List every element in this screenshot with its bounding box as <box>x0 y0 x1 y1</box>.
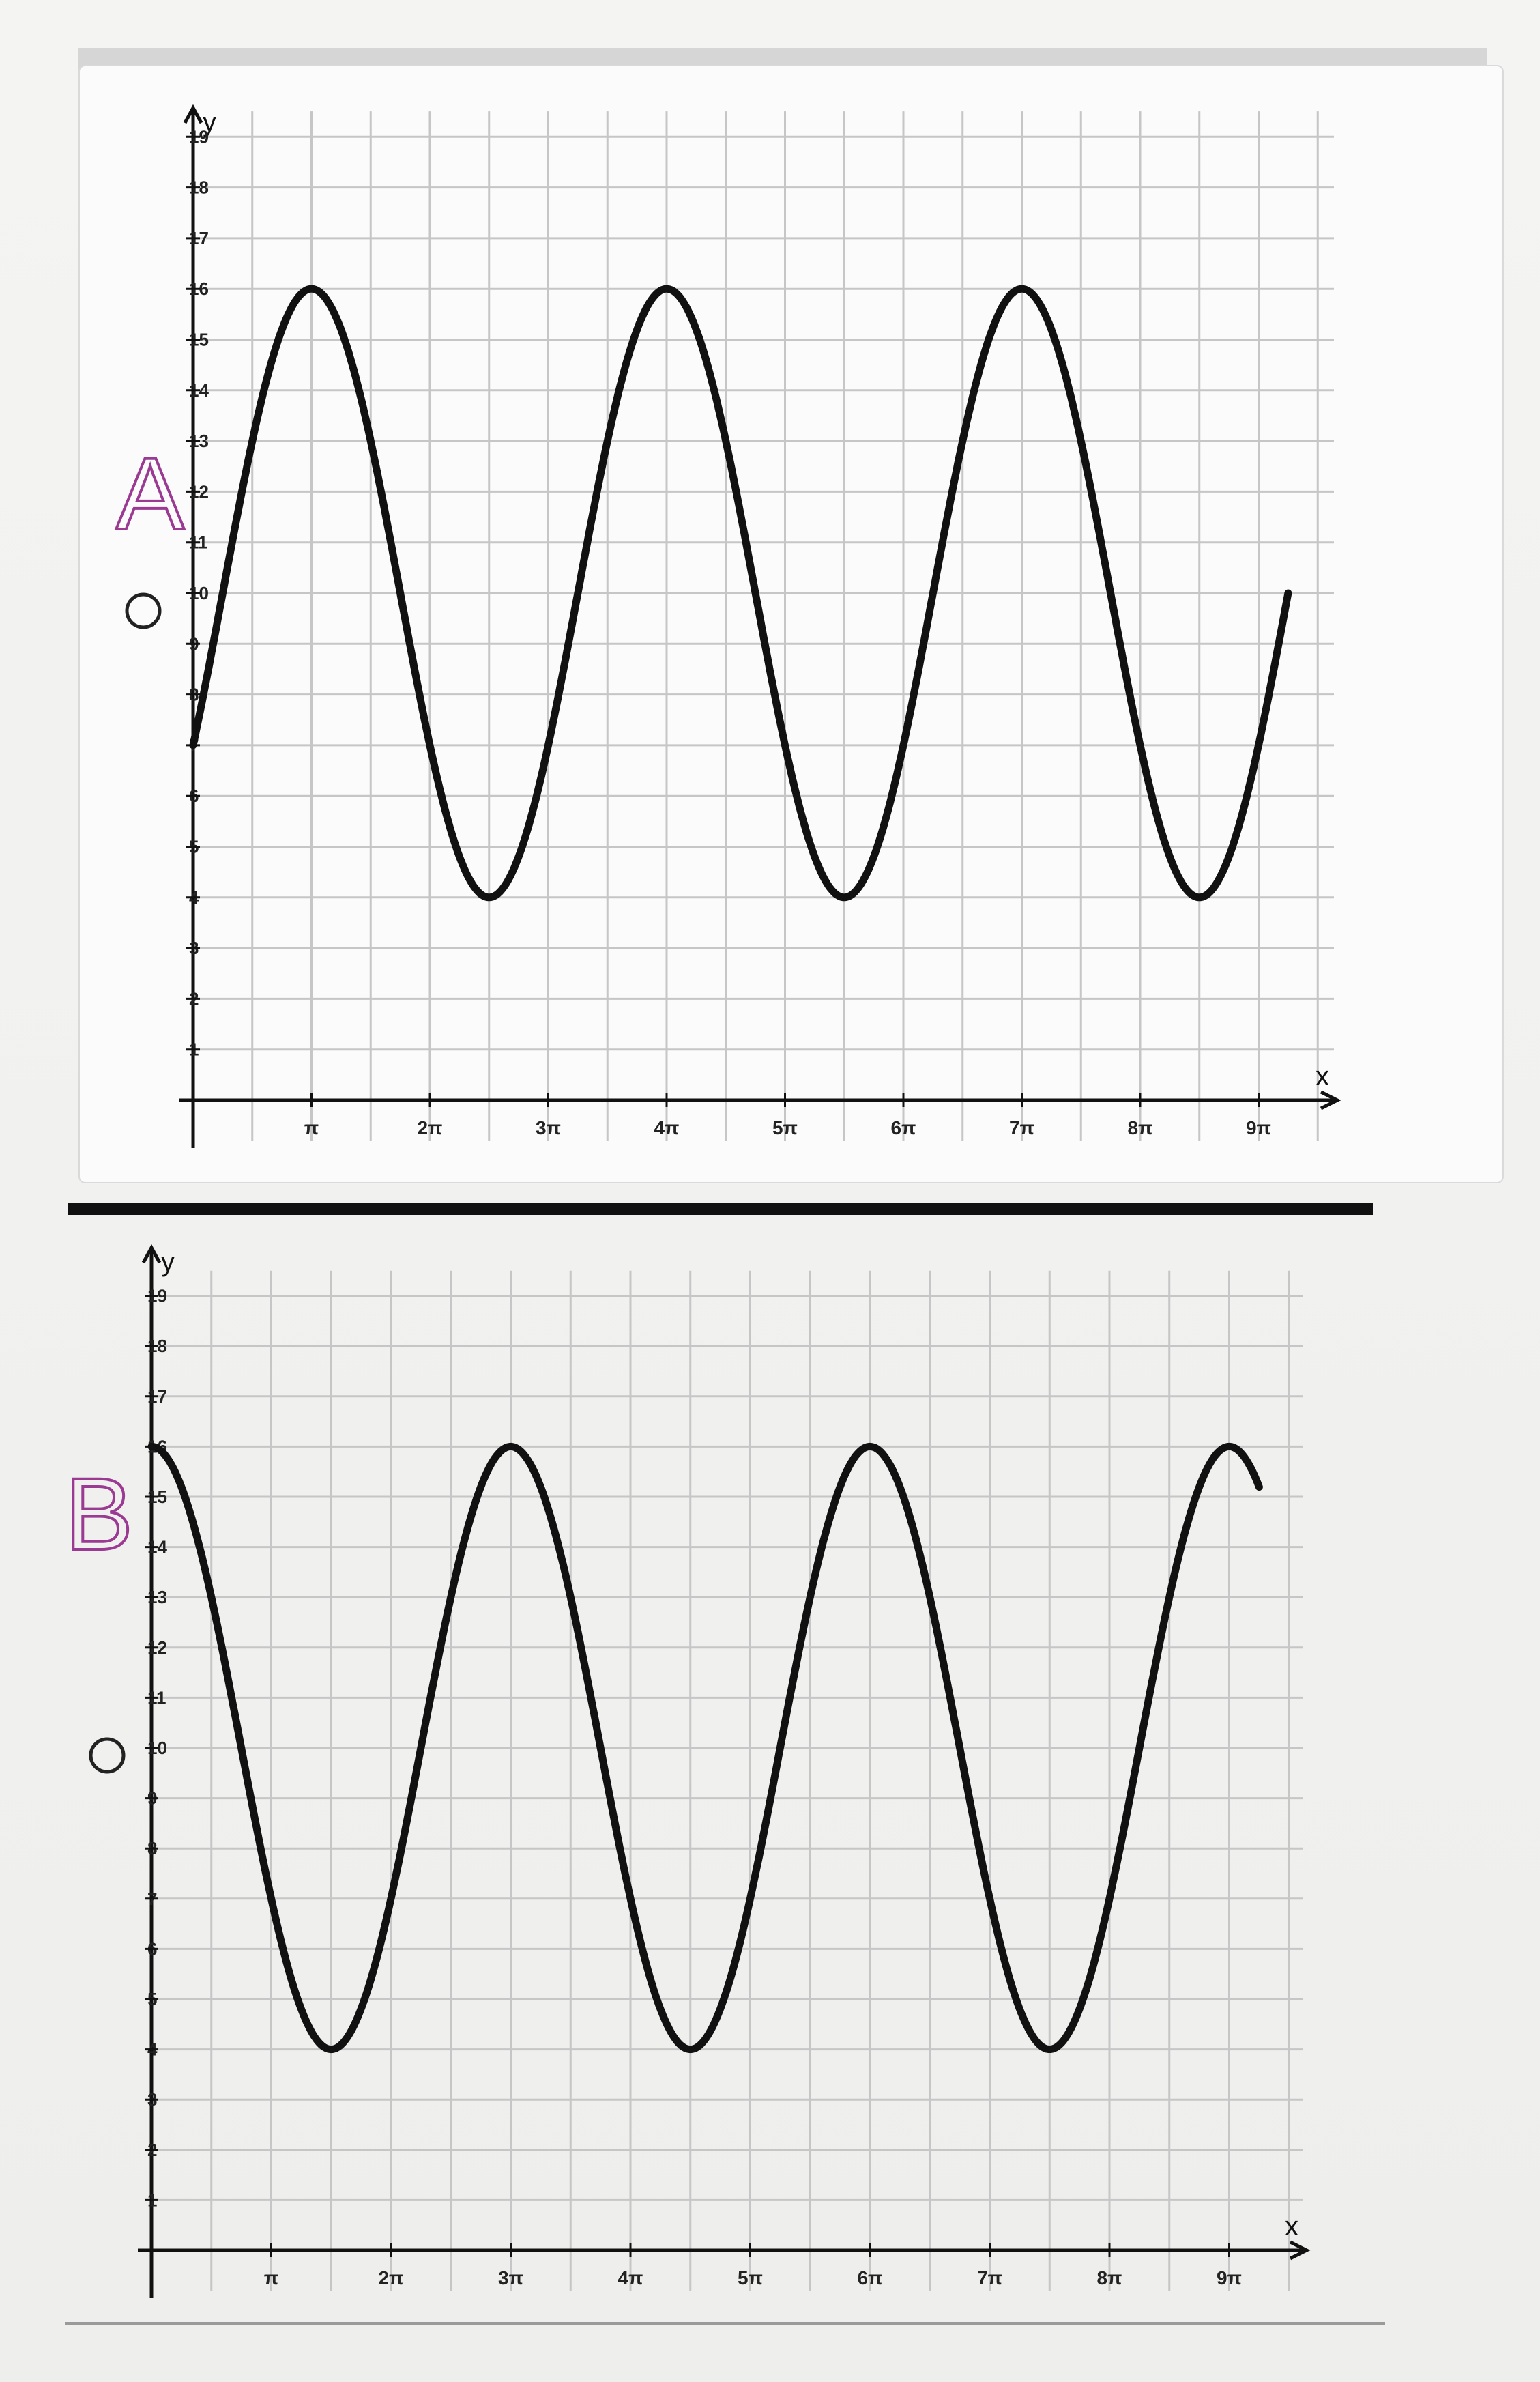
x-tick-label: 3π <box>536 1117 561 1138</box>
x-tick-label: 8π <box>1127 1117 1152 1138</box>
x-tick-label: π <box>304 1117 319 1138</box>
y-axis-label: y <box>203 107 216 137</box>
panel-a-card <box>78 65 1504 1183</box>
y-axis-label: y <box>161 1247 175 1277</box>
radio-option-b[interactable] <box>89 1737 126 1774</box>
y-axis-arrow <box>141 1244 162 1264</box>
radio-option-a[interactable] <box>125 592 162 629</box>
y-axis-arrow <box>183 104 203 124</box>
x-tick-label: 3π <box>498 2267 523 2288</box>
x-axis-label: x <box>1285 2211 1298 2241</box>
x-tick-label: 2π <box>417 1117 442 1138</box>
handwritten-label-a: A <box>116 436 184 551</box>
x-tick-label: 7π <box>977 2267 1002 2288</box>
x-tick-label: 4π <box>654 1117 679 1138</box>
x-tick-label: 5π <box>772 1117 798 1138</box>
x-tick-label: 9π <box>1246 1117 1271 1138</box>
x-tick-label: 6π <box>890 1117 916 1138</box>
x-axis-arrow <box>1289 2240 1311 2261</box>
gridlines <box>145 1270 1303 2291</box>
handwritten-label-b: B <box>65 1457 133 1571</box>
x-tick-label: 2π <box>378 2267 403 2288</box>
x-tick-label: 4π <box>618 2267 643 2288</box>
x-axis-arrow <box>1320 1090 1341 1110</box>
sinusoid-curve <box>147 1442 1263 2054</box>
x-tick-label: 7π <box>1009 1117 1034 1138</box>
x-tick-label: 8π <box>1096 2267 1122 2288</box>
x-axis-label: x <box>1316 1061 1329 1091</box>
x-tick-label: 9π <box>1217 2267 1242 2288</box>
bottom-rule <box>65 2322 1385 2325</box>
x-tick-label: π <box>264 2267 278 2288</box>
x-tick-label: 5π <box>738 2267 763 2288</box>
panel-divider <box>68 1203 1373 1215</box>
x-tick-label: 6π <box>857 2267 882 2288</box>
gridlines <box>186 111 1334 1141</box>
sinusoid-curve <box>189 285 1292 902</box>
